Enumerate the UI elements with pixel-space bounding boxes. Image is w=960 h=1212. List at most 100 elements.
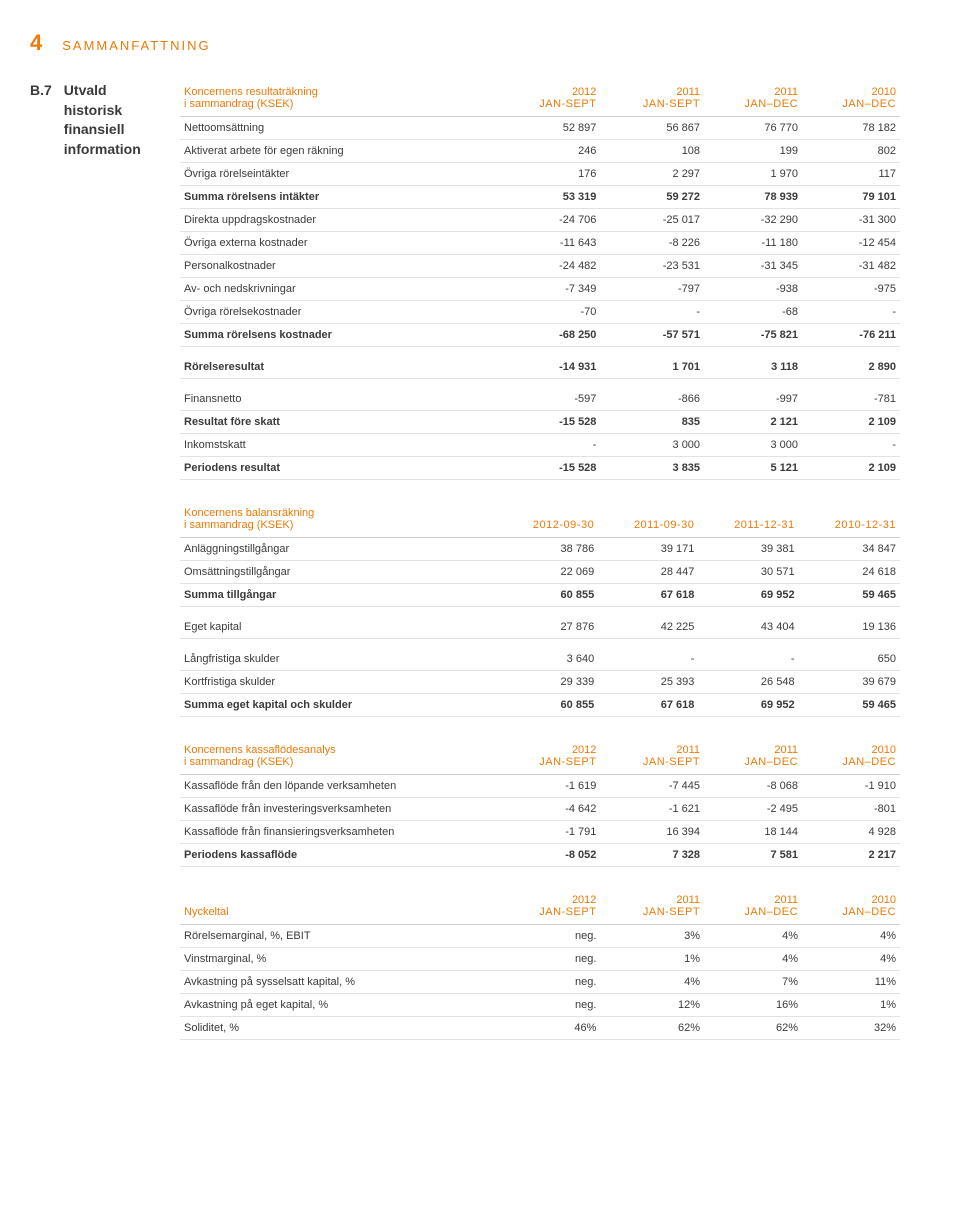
cell-value: 34 847: [799, 538, 900, 561]
cell-value: -31 300: [802, 209, 900, 232]
row-label: Kassaflöde från finansieringsverksamhete…: [180, 821, 497, 844]
cell-value: 4 928: [802, 821, 900, 844]
row-label: Omsättningstillgångar: [180, 561, 497, 584]
cell-value: -: [698, 639, 798, 671]
cell-value: -23 531: [600, 255, 704, 278]
cell-value: 22 069: [497, 561, 598, 584]
col-header: 2011-12-31: [698, 502, 798, 538]
cell-value: 246: [497, 140, 601, 163]
cell-value: 1 701: [600, 347, 704, 379]
page-section-title: SAMMANFATTNING: [62, 38, 210, 53]
table-title: Koncernens balansräkningi sammandrag (KS…: [180, 502, 497, 538]
cell-value: 38 786: [497, 538, 598, 561]
cell-value: 32%: [802, 1017, 900, 1040]
table-row: Kassaflöde från finansieringsverksamhete…: [180, 821, 900, 844]
section-title: Utvald historisk finansiell information: [64, 81, 160, 159]
table-row: Avkastning på sysselsatt kapital, %neg.4…: [180, 971, 900, 994]
cell-value: 52 897: [497, 117, 601, 140]
cell-value: 69 952: [698, 584, 798, 607]
row-label: Övriga rörelsekostnader: [180, 301, 497, 324]
cell-value: -7 445: [600, 775, 704, 798]
col-header: 2011JAN-SEPT: [600, 739, 704, 775]
row-label: Vinstmarginal, %: [180, 948, 497, 971]
cell-value: 79 101: [802, 186, 900, 209]
table-row: Rörelseresultat-14 9311 7013 1182 890: [180, 347, 900, 379]
cell-value: 53 319: [497, 186, 601, 209]
row-label: Personalkostnader: [180, 255, 497, 278]
cell-value: 26 548: [698, 671, 798, 694]
row-label: Rörelsemarginal, %, EBIT: [180, 925, 497, 948]
cell-value: 12%: [600, 994, 704, 1017]
cell-value: -8 068: [704, 775, 802, 798]
page-number: 4: [30, 30, 42, 56]
cell-value: 46%: [497, 1017, 601, 1040]
content-row: B.7Utvald historisk finansiell informati…: [30, 81, 900, 1062]
row-label: Avkastning på sysselsatt kapital, %: [180, 971, 497, 994]
cell-value: -8 052: [497, 844, 601, 867]
cell-value: -32 290: [704, 209, 802, 232]
cell-value: -57 571: [600, 324, 704, 347]
col-header: 2010JAN–DEC: [802, 739, 900, 775]
cell-value: 59 465: [799, 694, 900, 717]
cell-value: 1 970: [704, 163, 802, 186]
table-row: Övriga externa kostnader-11 643-8 226-11…: [180, 232, 900, 255]
cell-value: -: [600, 301, 704, 324]
col-header: 2011JAN–DEC: [704, 739, 802, 775]
table-row: Summa rörelsens kostnader-68 250-57 571-…: [180, 324, 900, 347]
row-label: Direkta uppdragskostnader: [180, 209, 497, 232]
cell-value: 4%: [600, 971, 704, 994]
cell-value: -1 621: [600, 798, 704, 821]
cell-value: -781: [802, 379, 900, 411]
table-row: Övriga rörelseintäkter1762 2971 970117: [180, 163, 900, 186]
cell-value: 43 404: [698, 607, 798, 639]
cell-value: 2 297: [600, 163, 704, 186]
cell-value: -15 528: [497, 457, 601, 480]
cell-value: -: [497, 434, 601, 457]
cell-value: 2 121: [704, 411, 802, 434]
table-row: Inkomstskatt-3 0003 000-: [180, 434, 900, 457]
table-row: Soliditet, %46%62%62%32%: [180, 1017, 900, 1040]
cell-value: -597: [497, 379, 601, 411]
cell-value: -: [802, 301, 900, 324]
table-row: Aktiverat arbete för egen räkning2461081…: [180, 140, 900, 163]
cell-value: 11%: [802, 971, 900, 994]
cell-value: 62%: [600, 1017, 704, 1040]
table-row: Avkastning på eget kapital, %neg.12%16%1…: [180, 994, 900, 1017]
table-row: Kassaflöde från investeringsverksamheten…: [180, 798, 900, 821]
cell-value: 108: [600, 140, 704, 163]
tables-container: Koncernens resultaträkningi sammandrag (…: [180, 81, 900, 1062]
cell-value: 117: [802, 163, 900, 186]
cell-value: 60 855: [497, 584, 598, 607]
cell-value: neg.: [497, 948, 601, 971]
table-row: Eget kapital27 87642 22543 40419 136: [180, 607, 900, 639]
cell-value: -1 910: [802, 775, 900, 798]
cell-value: 4%: [704, 948, 802, 971]
row-label: Avkastning på eget kapital, %: [180, 994, 497, 1017]
cell-value: 835: [600, 411, 704, 434]
cell-value: -8 226: [600, 232, 704, 255]
cell-value: -938: [704, 278, 802, 301]
cell-value: -1 791: [497, 821, 601, 844]
row-label: Summa tillgångar: [180, 584, 497, 607]
table-row: Resultat före skatt-15 5288352 1212 109: [180, 411, 900, 434]
row-label: Rörelseresultat: [180, 347, 497, 379]
cell-value: 5 121: [704, 457, 802, 480]
cell-value: 25 393: [598, 671, 698, 694]
cell-value: -68: [704, 301, 802, 324]
row-label: Nettoomsättning: [180, 117, 497, 140]
cell-value: 3 000: [704, 434, 802, 457]
cell-value: 7 581: [704, 844, 802, 867]
cell-value: 29 339: [497, 671, 598, 694]
cell-value: 69 952: [698, 694, 798, 717]
col-header: 2010JAN–DEC: [802, 81, 900, 117]
col-header: 2012-09-30: [497, 502, 598, 538]
table-title: Nyckeltal: [180, 889, 497, 925]
row-label: Långfristiga skulder: [180, 639, 497, 671]
cell-value: 76 770: [704, 117, 802, 140]
row-label: Periodens resultat: [180, 457, 497, 480]
cell-value: neg.: [497, 971, 601, 994]
cell-value: 7%: [704, 971, 802, 994]
row-label: Inkomstskatt: [180, 434, 497, 457]
cell-value: -975: [802, 278, 900, 301]
cell-value: -31 482: [802, 255, 900, 278]
